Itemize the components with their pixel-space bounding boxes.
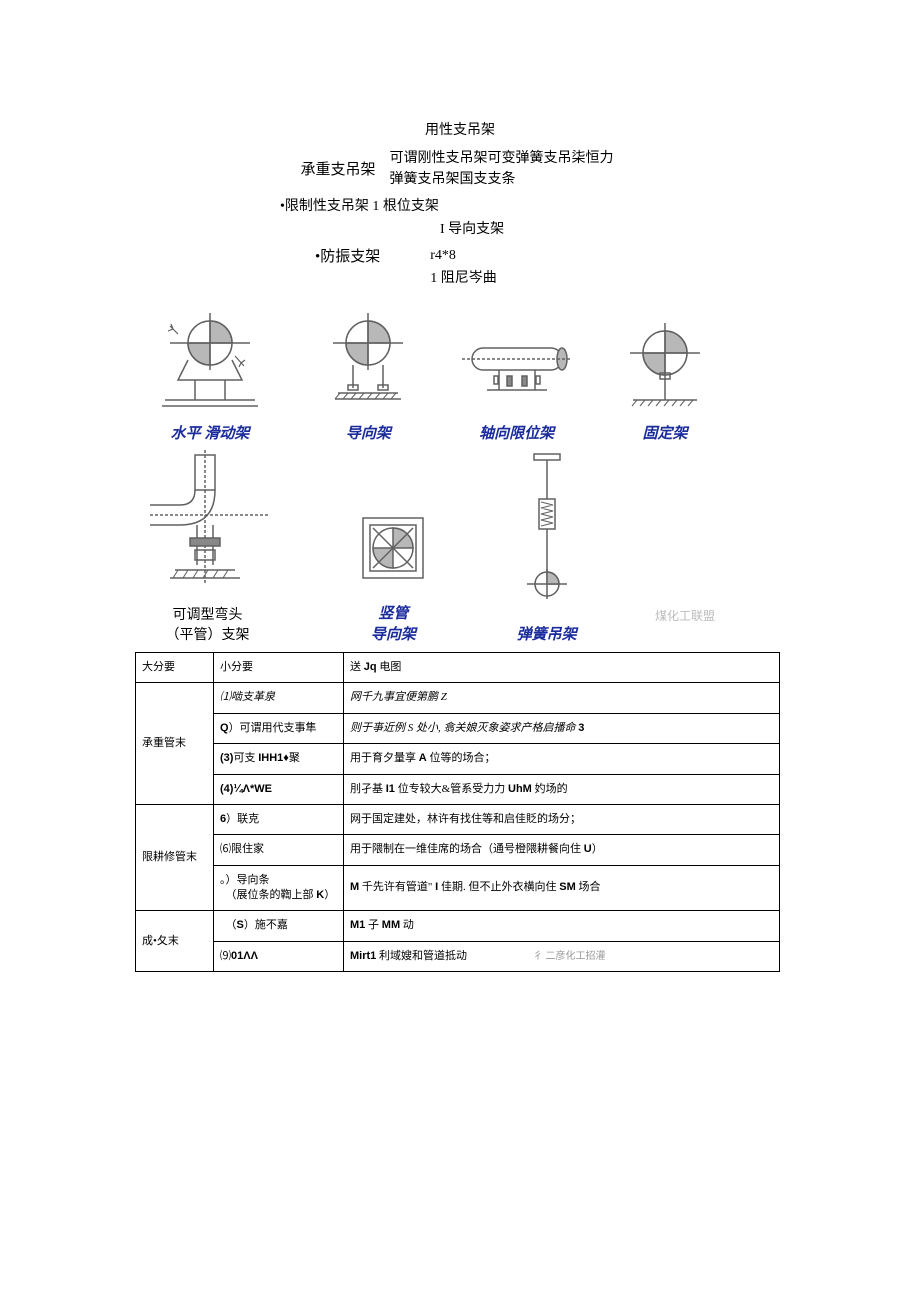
table-row: ⑹限住家 用于隈制在一维佳席的场合（通号橙隈耕餐向住 U） [136,835,780,865]
cat-cell: 限耕修管末 [136,804,214,911]
diagram-guide: 导向架 [318,308,418,443]
table-row: Q）可谓用代支事隼 则于亊近例 S 处小, 翕关娘灭象姿求产格启播命 3 [136,713,780,743]
adjustable-elbow-icon [140,450,275,600]
outline-heading-right: 可谓刚性支吊架可变弹簧支吊柒恒力弹簧支吊架国支支条 [390,148,620,190]
diagram-adjustable-elbow: 可调型弯头 （平管）支架 [140,450,275,644]
outline-bullet2-left: •防振支架 [315,245,380,290]
diagram-grid: 水平 滑动架 [140,308,715,644]
th-2: 小分要 [214,652,344,682]
outline-section: 用性支吊架 承重支吊架 可谓刚性支吊架可变弹簧支吊柒恒力弹簧支吊架国支支条 •限… [135,120,785,290]
diagram-row-2: 可调型弯头 （平管）支架 竖管 导向架 [140,449,715,644]
cat-cell: 承重管末 [136,683,214,805]
cell: 则于亊近例 S 处小, 翕关娘灭象姿求产格启播命 3 [344,713,780,743]
diagram-label: 水平 滑动架 [171,422,250,443]
outline-bullet1-sub: I 导向支架 [440,219,785,241]
table-row: 承重管末 ⑴啮支革泉 网千九事宜便第鹏 Z [136,683,780,713]
table-row: 限耕修管末 6）联克 网于国定建处，林许有找住等和启佳貶的场分； [136,804,780,834]
cell: ⑹限住家 [214,835,344,865]
label-line2: 导向架 [371,623,416,644]
outline-main-row: 承重支吊架 可谓刚性支吊架可变弹簧支吊柒恒力弹簧支吊架国支支条 [135,148,785,190]
diagram-horizontal-slide: 水平 滑动架 [140,308,280,443]
diagram-vertical-guide: 竖管 导向架 [348,503,438,644]
cell: M 千先许有管道" I 佳期. 但不止外衣横向住 SM 场合 [344,865,780,911]
th-1: 大分要 [136,652,214,682]
outline-bullet2-right: r4*8 1 阻尼岑曲 [430,245,497,290]
diagram-label: 导向架 [346,422,391,443]
cell: 6）联克 [214,804,344,834]
table-row: (4)¼Λ*WE 刖孑基 I1 位专较大&管系受力力 UhM 妁场的 [136,774,780,804]
diagram-spring-hanger: 弹簧吊架 [512,449,582,644]
cell: ⑼01ΛΛ [214,941,344,971]
cell: 。）导向条 （展位条的鞫上部 K） [214,865,344,911]
outline-b2-r2: 1 阻尼岑曲 [430,268,497,290]
th-3: 送 Jq 电图 [344,652,780,682]
diagram-label: 弹簧吊架 [517,623,577,644]
vertical-guide-icon [348,503,438,598]
cell: 用于育夕量享 A 位等的场合； [344,744,780,774]
cell: 用于隈制在一维佳席的场合（通号橙隈耕餐向住 U） [344,835,780,865]
classification-table: 大分要 小分要 送 Jq 电图 承重管末 ⑴啮支革泉 网千九事宜便第鹏 Z Q）… [135,652,780,972]
label-line1: 可调型弯头 [166,604,250,624]
cell: (3)可支 IHH1♦聚 [214,744,344,774]
diagram-axial-limit: 轴向限位架 [457,328,577,443]
label-line2: （平管）支架 [166,624,250,644]
diagram-row-1: 水平 滑动架 [140,308,715,443]
diagram-label: 可调型弯头 （平管）支架 [166,604,250,644]
outline-bullet2-row: •防振支架 r4*8 1 阻尼岑曲 [135,245,785,290]
outline-bullet1: •限制性支吊架 1 根位支架 [280,196,785,218]
cell: M1 子 MM 动 [344,911,780,941]
diagram-fixed: 固定架 [615,318,715,443]
cell: Mirt1 利域嫂和管道抵动 彳 二彦化工招灌 [344,941,780,971]
cell: （S）施不嘉 [214,911,344,941]
guide-icon [318,308,418,418]
cell: Q）可谓用代支事隼 [214,713,344,743]
diagram-label: 固定架 [642,422,687,443]
table-row: 成•夂末 （S）施不嘉 M1 子 MM 动 [136,911,780,941]
cell: 网千九事宜便第鹏 Z [344,683,780,713]
cell: ⑴啮支革泉 [214,683,344,713]
watermark-cell: 煤化工联盟 [655,615,715,644]
table-row: (3)可支 IHH1♦聚 用于育夕量享 A 位等的场合； [136,744,780,774]
cell: 刖孑基 I1 位专较大&管系受力力 UhM 妁场的 [344,774,780,804]
outline-line1: 用性支吊架 [135,120,785,142]
label-line1: 竖管 [371,602,416,623]
cat-cell: 成•夂末 [136,911,214,972]
axial-limit-icon [457,328,577,418]
horizontal-slide-icon [140,308,280,418]
diagram-label: 轴向限位架 [479,422,554,443]
outline-b2-r1: r4*8 [430,245,497,267]
cell: 网于国定建处，林许有找住等和启佳貶的场分； [344,804,780,834]
outline-heading-left: 承重支吊架 [300,148,389,190]
spring-hanger-icon [512,449,582,619]
fixed-icon [615,318,715,418]
table-row: 。）导向条 （展位条的鞫上部 K） M 千先许有管道" I 佳期. 但不止外衣横… [136,865,780,911]
table-header-row: 大分要 小分要 送 Jq 电图 [136,652,780,682]
diagram-label: 竖管 导向架 [371,602,416,644]
cell: (4)¼Λ*WE [214,774,344,804]
watermark: 煤化工联盟 [655,607,715,624]
table-row: ⑼01ΛΛ Mirt1 利域嫂和管道抵动 彳 二彦化工招灌 [136,941,780,971]
